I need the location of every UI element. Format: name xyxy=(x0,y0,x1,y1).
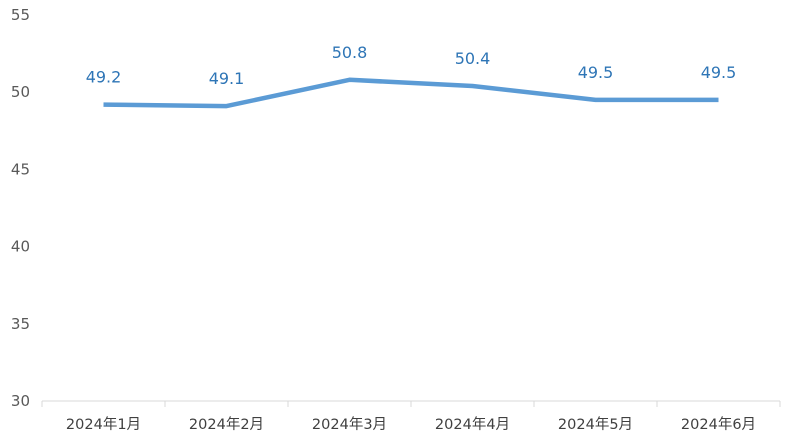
x-tick-label-0: 2024年1月 xyxy=(66,416,141,433)
data-label-2: 50.8 xyxy=(332,43,368,62)
data-label-5: 49.5 xyxy=(701,63,737,82)
data-label-3: 50.4 xyxy=(455,49,491,68)
x-tick-label-4: 2024年5月 xyxy=(558,416,633,433)
x-axis-tick-marks xyxy=(41,401,781,407)
y-tick-label-1: 35 xyxy=(11,315,30,333)
data-label-1: 49.1 xyxy=(209,69,245,88)
y-tick-label-3: 45 xyxy=(11,160,30,178)
y-axis-ticks: 30 35 40 45 50 55 xyxy=(11,6,30,410)
data-label-4: 49.5 xyxy=(578,63,614,82)
y-tick-label-0: 30 xyxy=(11,392,30,410)
y-tick-label-5: 55 xyxy=(11,6,30,24)
data-label-0: 49.2 xyxy=(86,68,122,87)
x-axis-tick-labels: 2024年1月 2024年2月 2024年3月 2024年4月 2024年5月 2024年… xyxy=(66,416,756,433)
x-tick-label-1: 2024年2月 xyxy=(189,416,264,433)
data-labels: 49.2 49.1 50.8 50.4 49.5 49.5 xyxy=(86,43,737,88)
series-line xyxy=(103,77,719,109)
y-tick-label-4: 50 xyxy=(11,83,30,101)
x-tick-label-3: 2024年4月 xyxy=(435,416,510,433)
series-line-0 xyxy=(103,77,719,109)
x-tick-label-2: 2024年3月 xyxy=(312,416,387,433)
x-tick-label-5: 2024年6月 xyxy=(681,416,756,433)
y-tick-label-2: 40 xyxy=(11,238,30,256)
